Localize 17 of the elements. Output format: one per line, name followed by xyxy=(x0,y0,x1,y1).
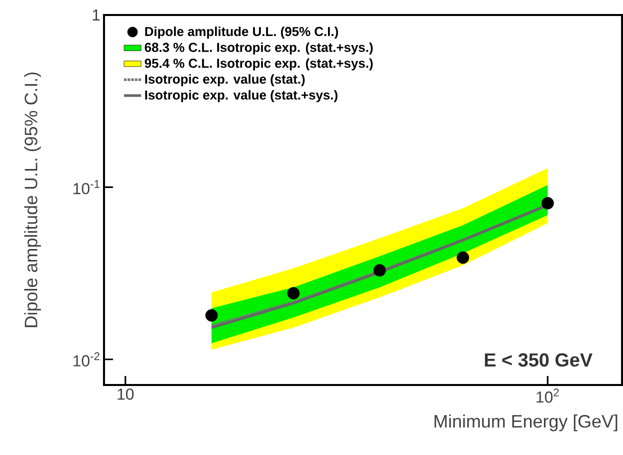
y-axis-title: Dipole amplitude U.L. (95% C.I.) xyxy=(24,72,41,328)
y-tick-label: 10$^{-2}$ xyxy=(74,352,100,366)
point xyxy=(541,197,554,210)
legend-label: 95.4 % C.L. Isotropic exp. (stat.+sys.) xyxy=(144,58,373,70)
point xyxy=(205,309,218,322)
annotation: E < 350 GeV xyxy=(484,353,592,367)
legend-label: Dipole amplitude U.L. (95% C.I.) xyxy=(145,26,338,39)
y-tick-label: 10$^{-1}$ xyxy=(74,180,100,194)
point xyxy=(373,264,386,277)
point xyxy=(456,251,470,264)
legend-label: 68.3 % C.L. Isotropic exp. (stat.+sys.) xyxy=(144,42,373,55)
legend-label: Isotropic exp. value (stat.+sys.) xyxy=(145,90,338,102)
x-tick-label: 10$^{2}$ xyxy=(536,388,559,403)
legend-label: Isotropic exp. value (stat.) xyxy=(145,74,305,86)
y-tick-label: 1 xyxy=(92,10,100,20)
x-tick-label: 10 xyxy=(118,388,134,400)
x-axis-title: Minimum Energy [GeV] xyxy=(434,414,618,432)
